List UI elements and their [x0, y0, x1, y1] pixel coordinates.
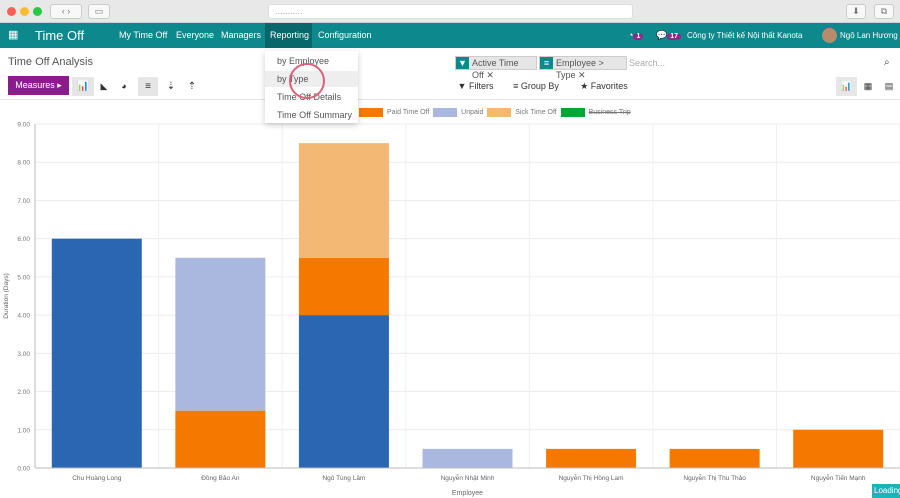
messages-icon[interactable]: 💬 17 — [656, 23, 682, 49]
x-tick-label: Đồng Bảo An — [201, 473, 240, 482]
calendar-view-button[interactable]: ▤ — [884, 81, 894, 91]
y-tick-label: 6.00 — [17, 236, 30, 243]
maximize-window-button[interactable] — [33, 7, 42, 16]
bar[interactable] — [298, 257, 389, 316]
facet-active-time-off[interactable]: ▼ Active Time Off ✕ — [455, 56, 537, 80]
facet-label: Employee > Type — [556, 58, 604, 80]
message-count: 17 — [667, 33, 682, 40]
legend-unpaid[interactable]: Unpaid — [433, 108, 483, 117]
sort-asc-button[interactable]: ⇡ — [187, 81, 197, 92]
bar[interactable] — [793, 429, 884, 468]
nav-my-time-off[interactable]: My Time Off — [119, 30, 168, 40]
bar[interactable] — [422, 448, 513, 468]
stacked-button[interactable]: ≡ — [138, 77, 158, 96]
apps-menu-icon[interactable]: ▦ — [8, 29, 19, 41]
y-tick-label: 4.00 — [17, 313, 30, 320]
search-icon[interactable]: ⌕ — [884, 57, 890, 68]
pie-chart-button[interactable]: ◕ — [121, 81, 127, 91]
app-title[interactable]: Time Off — [35, 28, 85, 43]
x-tick-label: Nguyễn Thị Hồng Lam — [559, 473, 624, 482]
company-switcher[interactable]: Công ty Thiết kế Nội thất Kanota — [687, 31, 803, 40]
tabs-icon[interactable]: ⧉ — [874, 4, 894, 19]
chart-legend: Paid Time Off Unpaid Sick Time Off Busin… — [359, 108, 631, 118]
nav-reporting[interactable]: Reporting — [265, 23, 312, 48]
y-axis-label: Duration (Days) — [3, 273, 10, 319]
measures-button[interactable]: Measures ▸ — [8, 76, 69, 95]
group-icon: ≡ — [540, 57, 553, 69]
y-tick-label: 2.00 — [17, 389, 30, 396]
search-input[interactable]: Search... — [629, 58, 666, 68]
bar[interactable] — [175, 257, 266, 411]
nav-configuration[interactable]: Configuration — [318, 30, 372, 40]
close-window-button[interactable] — [7, 7, 16, 16]
top-navbar: ▦ Time Off My Time Off Everyone Managers… — [0, 23, 900, 48]
x-tick-label: Nguyễn Thị Thu Thảo — [683, 473, 746, 482]
favorites-label: Favorites — [590, 81, 628, 91]
filters-label: Filters — [468, 81, 494, 91]
x-tick-label: Ngô Tùng Lâm — [322, 475, 365, 482]
bar[interactable] — [175, 410, 266, 468]
graph-view-button[interactable]: 📊 — [836, 77, 857, 96]
activity-icon[interactable]: ◔ 1 — [628, 23, 644, 49]
facet-group-by[interactable]: ≡ Employee > Type ✕ — [539, 56, 627, 80]
bar[interactable] — [51, 238, 142, 468]
menu-by-employee[interactable]: by Employee — [277, 56, 330, 66]
y-tick-label: 0.00 — [17, 466, 30, 473]
address-bar[interactable]: ........... — [268, 4, 633, 19]
facet-label: Active Time Off — [472, 58, 519, 80]
avatar[interactable] — [822, 28, 837, 43]
line-chart-button[interactable]: ◣ — [100, 81, 108, 91]
y-tick-label: 5.00 — [17, 274, 30, 281]
legend-paid[interactable]: Paid Time Off — [359, 108, 429, 117]
bar[interactable] — [546, 448, 637, 468]
y-tick-label: 7.00 — [17, 198, 30, 205]
x-tick-label: Chu Hoàng Long — [72, 475, 122, 482]
filter-icon: ▼ — [456, 57, 469, 69]
browser-toolbar: ‹ › ▭ ........... ⬇ ⧉ — [0, 0, 900, 23]
legend-business-trip[interactable]: Business Trip — [560, 108, 631, 117]
bar[interactable] — [298, 315, 389, 468]
favorites-button[interactable]: ★ Favorites — [580, 81, 628, 91]
x-tick-label: Nguyễn Tiến Mạnh — [811, 473, 866, 482]
filters-button[interactable]: ▼ Filters — [457, 81, 494, 91]
click-indicator — [289, 63, 325, 99]
user-menu[interactable]: Ngô Lan Hương — [840, 31, 898, 40]
download-icon[interactable]: ⬇ — [846, 4, 866, 19]
group-by-button[interactable]: ≡ Group By — [513, 81, 559, 91]
y-tick-label: 3.00 — [17, 351, 30, 358]
loading-indicator: Loading — [872, 484, 900, 498]
back-forward-buttons[interactable]: ‹ › — [50, 4, 82, 19]
y-tick-label: 8.00 — [17, 160, 30, 167]
nav-managers[interactable]: Managers — [221, 30, 262, 40]
bar[interactable] — [298, 143, 389, 258]
sort-desc-button[interactable]: ⇣ — [166, 81, 176, 92]
page-title: Time Off Analysis — [8, 56, 93, 68]
group-by-label: Group By — [520, 81, 559, 91]
bar-chart-button[interactable]: 📊 — [72, 77, 94, 96]
minimize-window-button[interactable] — [20, 7, 29, 16]
sidebar-toggle-icon[interactable]: ▭ — [88, 4, 110, 19]
x-tick-label: Nguyễn Nhật Minh — [441, 473, 495, 482]
legend-sick[interactable]: Sick Time Off — [487, 108, 557, 117]
y-tick-label: 9.00 — [17, 122, 30, 129]
x-axis-label: Employee — [452, 490, 483, 497]
pivot-view-button[interactable]: ▦ — [863, 81, 873, 91]
bar[interactable] — [669, 448, 760, 468]
menu-time-off-summary[interactable]: Time Off Summary — [277, 110, 353, 120]
nav-everyone[interactable]: Everyone — [176, 30, 215, 40]
activity-count: 1 — [633, 33, 644, 40]
y-tick-label: 1.00 — [17, 427, 30, 434]
